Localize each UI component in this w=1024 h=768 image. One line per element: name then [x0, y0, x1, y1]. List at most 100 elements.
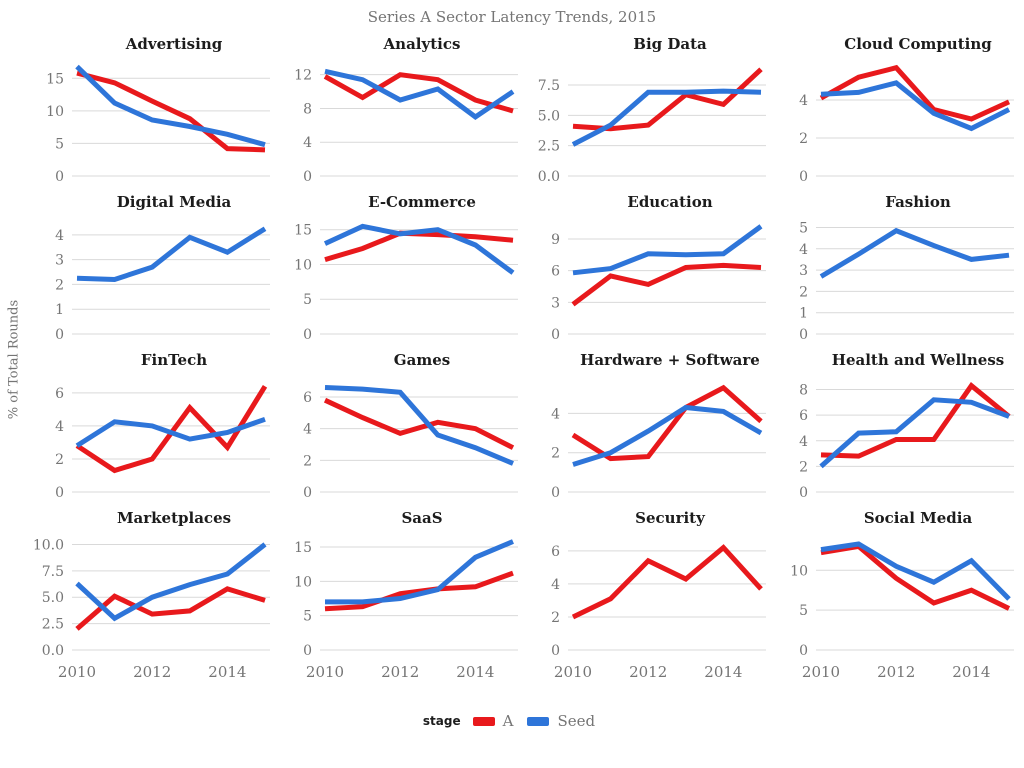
y-tick-label: 0 — [303, 643, 312, 659]
legend-label-a: A — [502, 712, 514, 730]
series-line-seed — [572, 404, 763, 467]
y-tick-label: 7.5 — [42, 564, 64, 580]
y-tick-label: 4 — [799, 242, 808, 258]
y-tick-label: 2 — [303, 453, 312, 469]
panel-title: FinTech — [140, 351, 208, 369]
y-tick-label: 0 — [55, 169, 64, 184]
panel-title: Education — [627, 193, 713, 211]
y-tick-label: 9 — [551, 232, 560, 248]
x-tick-label: 2010 — [306, 663, 344, 681]
y-tick-label: 5.0 — [538, 108, 560, 124]
y-tick-label: 5 — [303, 292, 312, 308]
series-line-seed — [76, 226, 267, 283]
panel-title: Advertising — [125, 35, 223, 53]
chart-panel-cloud-computing: Cloud Computing 0 2 4 — [772, 32, 1020, 190]
chart-title: Series A Sector Latency Trends, 2015 — [367, 8, 657, 26]
y-tick-label: 6 — [551, 264, 560, 280]
chart-panel-security: Security 0 2 4 6 2010 2012 2014 — [524, 506, 772, 692]
panel-title: Health and Wellness — [831, 351, 1005, 369]
y-tick-label: 0 — [551, 327, 560, 342]
series-line-seed — [75, 416, 266, 448]
y-tick-label: 0 — [303, 169, 312, 184]
y-tick-label: 6 — [55, 386, 64, 402]
y-tick-label: 0 — [303, 327, 312, 342]
y-tick-label: 5 — [799, 220, 808, 236]
chart-panel-advertising: Advertising 0 5 10 15 — [28, 32, 276, 190]
chart-panel-digital-media: Digital Media 0 1 2 3 4 — [28, 190, 276, 348]
series-line-a — [572, 67, 763, 132]
y-tick-label: 0 — [303, 485, 312, 500]
series-line-a — [323, 72, 514, 114]
y-tick-label: 15 — [294, 540, 312, 556]
y-tick-label: 6 — [303, 390, 312, 406]
series-line-a — [820, 382, 1011, 459]
y-tick-label: 15 — [46, 71, 64, 87]
panel-title: E-Commerce — [368, 193, 476, 211]
y-tick-label: 15 — [294, 223, 312, 239]
panel-plot: 0 2 4 — [551, 384, 766, 500]
panel-plot: 0 5 10 15 — [294, 223, 518, 342]
chart-panel-hardware-software: Hardware + Software 0 2 4 — [524, 348, 772, 506]
chart-panel-big-data: Big Data 0.0 2.5 5.0 7.5 — [524, 32, 772, 190]
y-tick-label: 5 — [55, 136, 64, 152]
panel-plot: 0 2 4 6 8 — [799, 382, 1014, 500]
x-tick-label: 2014 — [208, 663, 246, 681]
y-tick-label: 2 — [55, 277, 64, 293]
series-line-seed — [820, 541, 1011, 601]
series-line-seed — [324, 385, 514, 466]
x-tick-label: 2012 — [133, 663, 171, 681]
panel-title: Hardware + Software — [580, 351, 760, 369]
series-line-seed — [323, 223, 515, 275]
series-line-a — [571, 384, 763, 462]
y-tick-label: 8 — [799, 383, 808, 399]
y-tick-label: 8 — [303, 101, 312, 117]
y-tick-label: 5 — [303, 609, 312, 625]
chart-panel-health-and-wellness: Health and Wellness 0 2 4 6 8 — [772, 348, 1020, 506]
panel-plot: 0 3 6 9 — [551, 224, 766, 342]
y-tick-label: 7.5 — [538, 78, 560, 94]
chart-panel-e-commerce: E-Commerce 0 5 10 15 — [276, 190, 524, 348]
y-tick-label: 10 — [46, 104, 64, 120]
legend-swatch-seed — [527, 716, 550, 726]
x-tick-label: 2010 — [58, 663, 96, 681]
panel-title: SaaS — [401, 509, 443, 527]
chart-panel-marketplaces: Marketplaces 0.0 2.5 5.0 7.5 10.0 2010 2012 2014 — [28, 506, 276, 692]
panel-plot: 0 4 8 12 — [294, 68, 518, 184]
panel-grid: Advertising 0 5 10 15 Analytics 0 4 8 12 Big Data 0… — [28, 32, 1020, 692]
x-tick-label: 2010 — [554, 663, 592, 681]
series-line-seed — [75, 64, 266, 148]
y-axis-label: % of Total Rounds — [6, 299, 22, 420]
series-line-seed — [75, 542, 267, 622]
panel-title: Cloud Computing — [844, 35, 992, 53]
chart-panel-analytics: Analytics 0 4 8 12 — [276, 32, 524, 190]
chart-panel-saas: SaaS 0 5 10 15 2010 2012 2014 — [276, 506, 524, 692]
y-tick-label: 4 — [55, 228, 64, 244]
y-tick-label: 0 — [799, 485, 808, 500]
series-line-seed — [324, 68, 515, 120]
panel-title: Security — [635, 509, 705, 527]
x-tick-label: 2010 — [802, 663, 840, 681]
panel-plot: 0 1 2 3 4 5 — [799, 220, 1014, 342]
panel-title: Analytics — [383, 35, 461, 53]
series-line-seed — [819, 397, 1010, 469]
series-line-seed — [820, 80, 1011, 132]
series-line-seed — [819, 227, 1010, 279]
y-tick-label: 4 — [303, 422, 312, 438]
panel-title: Games — [393, 351, 451, 369]
panel-plot: 0 5 10 15 — [46, 64, 270, 184]
chart-panel-fashion: Fashion 0 1 2 3 4 5 — [772, 190, 1020, 348]
y-tick-label: 12 — [294, 68, 312, 84]
y-tick-label: 5.0 — [42, 590, 64, 606]
series-line-a — [76, 70, 266, 153]
panel-plot: 0.0 2.5 5.0 7.5 10.0 2010 2012 2014 — [33, 537, 270, 681]
y-tick-label: 3 — [551, 295, 560, 311]
x-tick-label: 2012 — [381, 663, 419, 681]
panel-title: Digital Media — [116, 193, 232, 211]
panel-plot: 0 2 4 6 — [303, 385, 518, 500]
y-tick-label: 0.0 — [42, 643, 64, 659]
series-line-a — [324, 230, 514, 262]
series-line-a — [819, 64, 1011, 122]
y-tick-label: 4 — [799, 434, 808, 450]
y-tick-label: 3 — [799, 263, 808, 279]
